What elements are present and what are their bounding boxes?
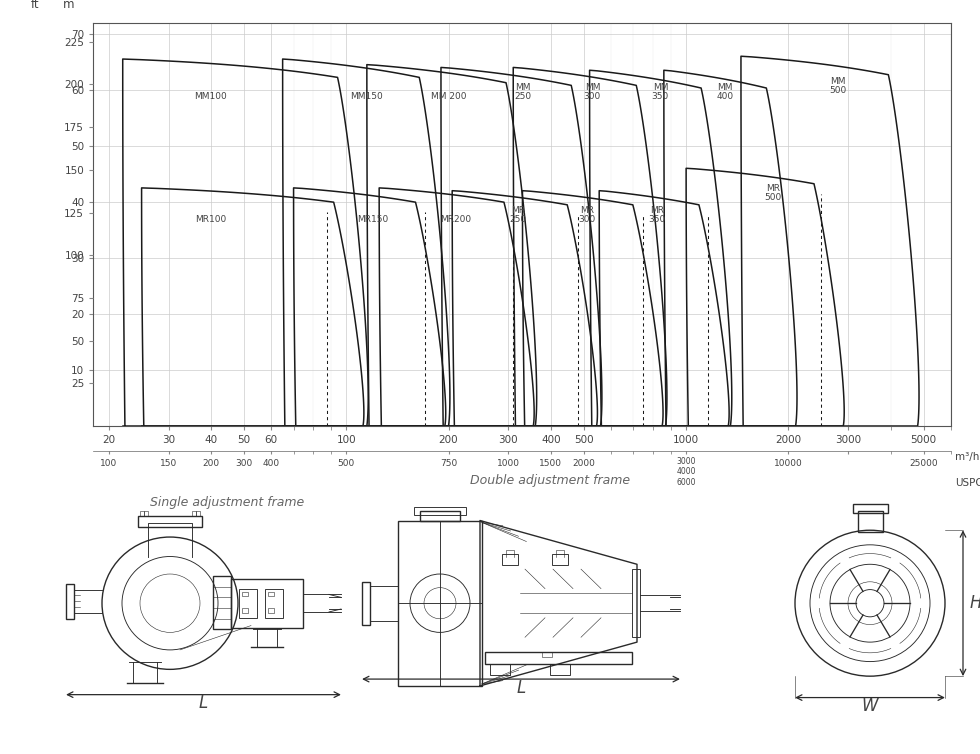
- Bar: [268, 608, 274, 613]
- Bar: [213, 576, 231, 630]
- Bar: [242, 592, 248, 596]
- Text: W: W: [861, 697, 878, 716]
- Bar: [268, 592, 274, 596]
- Text: L: L: [199, 694, 208, 713]
- Bar: [196, 510, 200, 516]
- Text: MR
500: MR 500: [764, 184, 781, 202]
- Text: MM
400: MM 400: [716, 83, 733, 101]
- Text: MR
350: MR 350: [648, 207, 665, 225]
- Bar: [552, 553, 568, 566]
- Bar: [398, 520, 482, 686]
- Bar: [632, 569, 640, 637]
- Text: ft: ft: [30, 0, 39, 11]
- Text: MM 200: MM 200: [431, 92, 466, 101]
- Bar: [239, 589, 257, 618]
- Bar: [265, 589, 283, 618]
- Text: MR200: MR200: [440, 216, 471, 225]
- Bar: [853, 504, 888, 513]
- Text: MM
250: MM 250: [514, 83, 531, 101]
- Bar: [140, 510, 144, 516]
- Text: MM150: MM150: [351, 92, 383, 101]
- Text: Single adjustment frame: Single adjustment frame: [150, 496, 304, 509]
- Text: MM
500: MM 500: [829, 78, 847, 96]
- Bar: [66, 584, 74, 619]
- Bar: [485, 652, 632, 664]
- Text: MR150: MR150: [358, 216, 389, 225]
- Bar: [231, 579, 303, 627]
- Text: m³/h: m³/h: [955, 452, 979, 462]
- Bar: [144, 510, 148, 516]
- Text: L: L: [516, 679, 525, 697]
- Text: USPGM: USPGM: [955, 479, 980, 489]
- Text: MR
250: MR 250: [510, 207, 526, 225]
- Bar: [550, 664, 570, 675]
- Text: m: m: [64, 0, 74, 11]
- Text: MR
300: MR 300: [578, 207, 595, 225]
- Text: MM100: MM100: [195, 92, 227, 101]
- Bar: [414, 507, 466, 515]
- Bar: [858, 510, 883, 532]
- Text: Double adjustment frame: Double adjustment frame: [470, 474, 630, 486]
- Text: MM
350: MM 350: [652, 83, 669, 101]
- Text: H: H: [970, 594, 980, 612]
- Bar: [138, 516, 202, 527]
- Bar: [542, 652, 552, 657]
- Bar: [192, 510, 196, 516]
- Text: 3000
4000
6000: 3000 4000 6000: [676, 457, 696, 486]
- Bar: [362, 582, 370, 624]
- Text: MR100: MR100: [195, 216, 226, 225]
- Bar: [502, 553, 518, 566]
- Bar: [490, 664, 510, 675]
- Bar: [420, 510, 460, 520]
- Text: MM
300: MM 300: [584, 83, 601, 101]
- Bar: [242, 608, 248, 613]
